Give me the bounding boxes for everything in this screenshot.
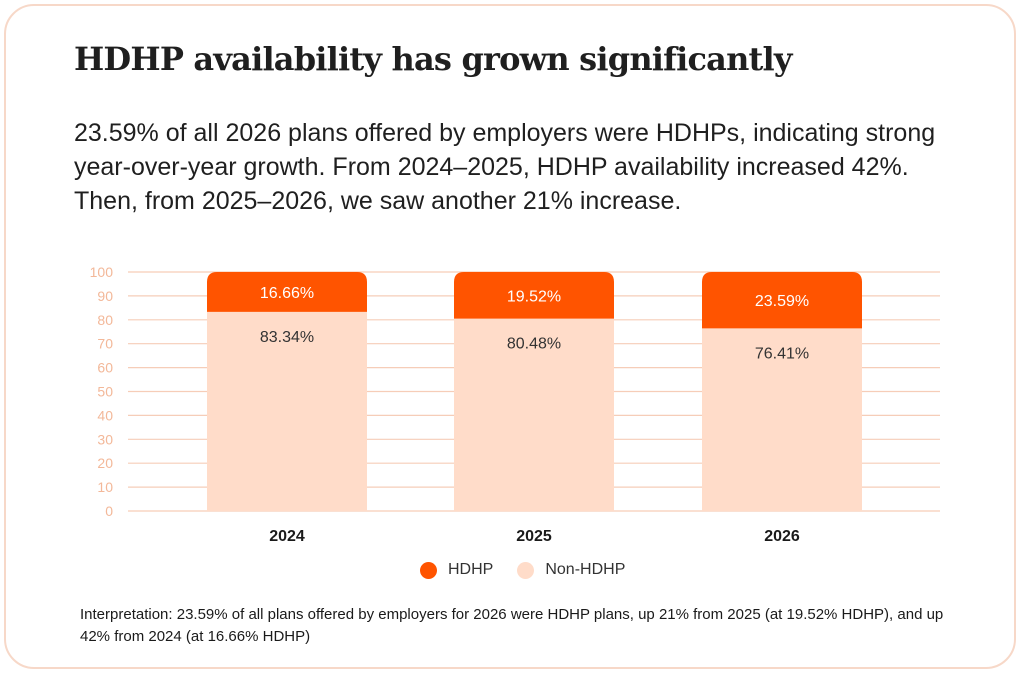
y-tick-label: 20 [97,455,113,471]
data-label-hdhp: 16.66% [260,285,314,302]
legend-label-non-hdhp: Non-HDHP [545,561,626,578]
legend-swatch-non-hdhp [517,561,535,579]
x-tick-label: 2026 [764,528,800,545]
bar-segment-hdhp [702,272,862,329]
y-tick-label: 40 [97,407,113,423]
y-tick-label: 30 [97,431,113,447]
y-tick-label: 10 [97,479,113,495]
stacked-bar-chart: 0 10 20 30 40 50 60 70 80 90 100 16.66% 83.34% 2024 19… [90,264,940,545]
data-label-non-hdhp: 83.34% [260,329,314,346]
chart-subtitle: 23.59% of all 2026 plans offered by empl… [74,119,936,215]
bar-segment-non-hdhp [454,318,614,511]
data-label-hdhp: 23.59% [755,293,809,310]
y-tick-label: 100 [90,264,114,280]
data-label-non-hdhp: 76.41% [755,345,809,362]
y-tick-label: 0 [105,503,113,519]
data-label-hdhp: 19.52% [507,288,561,305]
legend-item-hdhp: HDHP [420,561,493,579]
bar-segment-non-hdhp [702,328,862,511]
x-tick-label: 2025 [516,528,552,545]
y-tick-label: 60 [97,360,113,376]
bar-segment-hdhp [454,272,614,319]
x-tick-label: 2024 [269,528,305,545]
y-tick-label: 80 [97,312,113,328]
legend-label-hdhp: HDHP [448,561,494,578]
interpretation-note: Interpretation: 23.59% of all plans offe… [80,606,944,645]
y-tick-label: 70 [97,336,113,352]
chart-title: HDHP availability has grown significantl… [74,40,792,78]
legend-swatch-hdhp [420,561,437,579]
y-tick-label: 90 [97,288,113,304]
bar-segment-hdhp [207,272,367,312]
legend-item-non-hdhp: Non-HDHP [517,561,625,579]
chart-legend: HDHP Non-HDHP [420,561,649,579]
bar-segment-non-hdhp [207,311,367,511]
y-tick-label: 50 [97,384,113,400]
data-label-non-hdhp: 80.48% [507,336,561,353]
